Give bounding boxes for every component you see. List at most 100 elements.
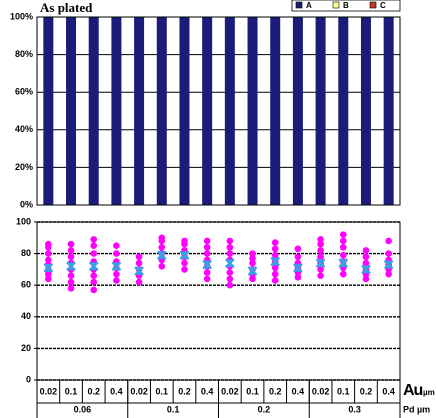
y-tick-label: 40 (21, 311, 31, 321)
x-tick-label: 0.4 (201, 386, 214, 396)
bar (111, 17, 122, 205)
data-point (45, 275, 52, 283)
data-point (158, 262, 166, 270)
bar (134, 17, 145, 205)
x-tick-label: 0.1 (65, 386, 78, 396)
data-point (90, 236, 98, 243)
data-point (226, 243, 234, 251)
x-tick-label: 0.4 (292, 386, 305, 396)
bar (224, 17, 235, 205)
y-tick-label: 40% (15, 124, 33, 134)
y-tick-label: 60 (21, 280, 31, 290)
mean-marker (202, 259, 213, 270)
bar (292, 17, 303, 205)
data-point (249, 250, 256, 257)
data-point (90, 272, 98, 280)
data-point (317, 247, 324, 254)
mean-marker (88, 261, 99, 272)
legend-swatch (369, 1, 377, 9)
data-point (339, 251, 347, 259)
mean-marker (338, 258, 349, 268)
bar (156, 17, 167, 205)
mean-marker (43, 262, 54, 273)
data-point (67, 247, 75, 254)
data-point (339, 270, 347, 278)
x-tick-label: 0.02 (130, 386, 148, 396)
data-point (339, 237, 347, 245)
data-point (226, 275, 234, 283)
data-point (362, 275, 370, 283)
y-tick-label: 100% (10, 11, 33, 21)
data-point (45, 240, 52, 248)
y-tick-label: 0 (26, 374, 31, 384)
y-tick-label: 20 (21, 343, 31, 353)
data-point (294, 274, 302, 281)
bar (43, 17, 54, 205)
plot-frame (36, 16, 401, 206)
data-point (339, 231, 347, 238)
x-axis-label: Au (403, 382, 423, 399)
data-point (271, 245, 279, 253)
data-point (113, 250, 120, 257)
data-point (226, 237, 234, 245)
x-tick-label: 0.4 (382, 386, 395, 396)
x-tick-label: 0.2 (360, 386, 373, 396)
data-point (226, 281, 234, 289)
data-point (67, 278, 75, 286)
legend-swatch (295, 1, 303, 9)
x-tick-label: 0.2 (269, 386, 282, 396)
group-axis-label: Pd µm (403, 404, 430, 414)
y-tick-label: 0% (20, 199, 33, 209)
data-point (181, 266, 188, 273)
mean-marker (383, 259, 394, 270)
data-point (203, 269, 211, 276)
data-point (90, 250, 98, 257)
data-point (203, 275, 211, 283)
group-label: 0.1 (167, 404, 180, 414)
data-point (385, 237, 392, 245)
bar (247, 17, 258, 205)
data-point (271, 239, 279, 246)
data-point (317, 253, 324, 261)
x-tick-label: 0.1 (246, 386, 259, 396)
data-point (226, 269, 234, 276)
x-tick-label: 0.2 (87, 386, 100, 396)
data-point (90, 242, 98, 249)
y-tick-label: 60% (15, 87, 33, 97)
chart-title: As plated (40, 0, 93, 15)
data-point (271, 264, 279, 272)
data-point (362, 247, 370, 254)
data-point (113, 270, 120, 278)
data-point (362, 259, 370, 267)
data-point (294, 245, 302, 253)
x-tick-label: 0.02 (312, 386, 330, 396)
y-tick-label: 80% (15, 49, 33, 59)
x-tick-label: 0.4 (110, 386, 123, 396)
legend-swatch (332, 1, 340, 9)
x-tick-label: 0.1 (337, 386, 350, 396)
data-point (113, 277, 120, 284)
data-point (67, 272, 75, 280)
mean-marker (224, 258, 235, 268)
data-point (67, 253, 75, 261)
data-point (271, 270, 279, 278)
data-point (271, 277, 279, 284)
data-point (135, 253, 143, 261)
data-point (271, 251, 279, 259)
data-point (158, 234, 166, 242)
data-point (45, 250, 52, 257)
mean-marker (247, 266, 258, 276)
bar (270, 17, 281, 205)
data-point (90, 278, 98, 286)
group-label: 0.3 (348, 404, 361, 414)
bar (360, 17, 371, 205)
data-point (45, 270, 52, 278)
data-point (135, 259, 143, 267)
data-point (317, 236, 324, 243)
data-point (181, 259, 188, 267)
data-point (158, 243, 166, 251)
x-tick-label: 0.02 (221, 386, 239, 396)
data-point (113, 242, 120, 249)
legend-label: C (380, 1, 386, 10)
